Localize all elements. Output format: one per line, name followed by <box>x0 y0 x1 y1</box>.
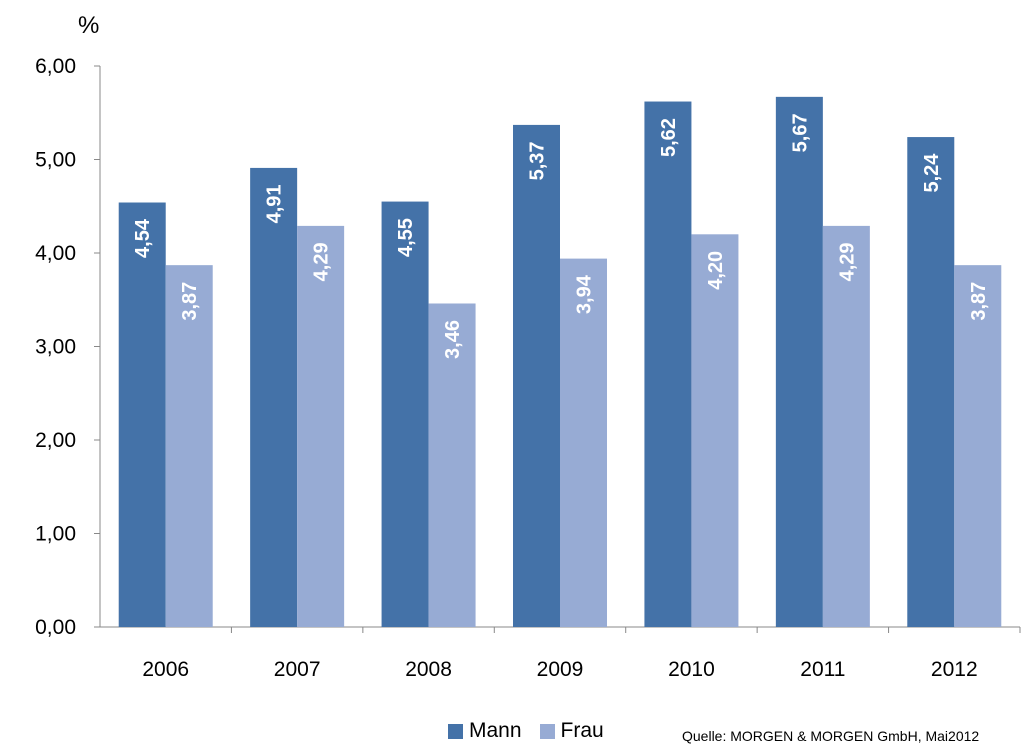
data-label-mann-2009: 5,37 <box>527 141 549 180</box>
bar-frau-2010 <box>691 234 739 628</box>
data-label-mann-2012: 5,24 <box>921 153 943 193</box>
y-tick-label: 6,00 <box>35 55 76 78</box>
legend-item-mann: Mann <box>448 719 522 743</box>
bar-mann-2006 <box>118 202 166 627</box>
bar-frau-2006 <box>165 265 213 627</box>
legend-label-frau: Frau <box>560 719 604 742</box>
y-tick-label: 4,00 <box>35 242 76 265</box>
data-label-frau-2009: 3,94 <box>574 274 596 314</box>
bar-mann-2007 <box>250 167 298 628</box>
x-tick-label-2008: 2008 <box>405 658 452 681</box>
x-tick-label-2009: 2009 <box>537 658 584 681</box>
data-label-frau-2007: 4,29 <box>311 242 333 281</box>
bar-mann-2009 <box>513 124 560 627</box>
legend-item-frau: Frau <box>539 719 604 743</box>
bar-frau-2011 <box>822 225 870 627</box>
y-axis-unit-label: % <box>78 12 100 39</box>
data-label-mann-2010: 5,62 <box>658 118 680 157</box>
y-tick-label: 1,00 <box>35 523 76 546</box>
legend-swatch-frau <box>539 723 555 739</box>
x-tick-label-2011: 2011 <box>800 658 845 681</box>
data-label-frau-2012: 3,87 <box>968 282 990 321</box>
data-label-frau-2008: 3,46 <box>442 320 464 359</box>
data-label-mann-2007: 4,91 <box>264 184 286 223</box>
data-label-frau-2006: 3,87 <box>179 282 201 321</box>
bar-frau-2007 <box>297 225 345 627</box>
bar-mann-2010 <box>644 101 692 627</box>
bar-frau-2008 <box>428 303 476 627</box>
data-label-frau-2010: 4,20 <box>705 251 727 290</box>
data-label-mann-2011: 5,67 <box>789 113 811 152</box>
y-tick-label: 2,00 <box>35 429 76 452</box>
bar-mann-2012 <box>907 137 955 627</box>
y-tick-label: 0,00 <box>35 616 76 639</box>
x-tick-label-2012: 2012 <box>931 658 978 681</box>
data-label-mann-2008: 4,55 <box>395 218 417 257</box>
data-label-frau-2011: 4,29 <box>836 242 858 281</box>
bar-mann-2008 <box>381 201 429 627</box>
bar-mann-2011 <box>775 96 823 628</box>
x-tick-label-2006: 2006 <box>142 658 189 681</box>
source-note: Quelle: MORGEN & MORGEN GmbH, Mai2012 <box>682 728 980 744</box>
bar-frau-2012 <box>954 265 1002 627</box>
legend-swatch-mann <box>448 723 463 739</box>
bar-frau-2009 <box>560 258 607 627</box>
legend-label-mann: Mann <box>469 719 522 742</box>
y-tick-label: 5,00 <box>35 149 76 172</box>
x-tick-label-2010: 2010 <box>668 658 715 681</box>
legend: Mann Frau <box>448 719 622 743</box>
x-tick-label-2007: 2007 <box>274 658 321 681</box>
data-label-mann-2006: 4,54 <box>132 218 154 258</box>
y-tick-label: 3,00 <box>35 336 76 359</box>
